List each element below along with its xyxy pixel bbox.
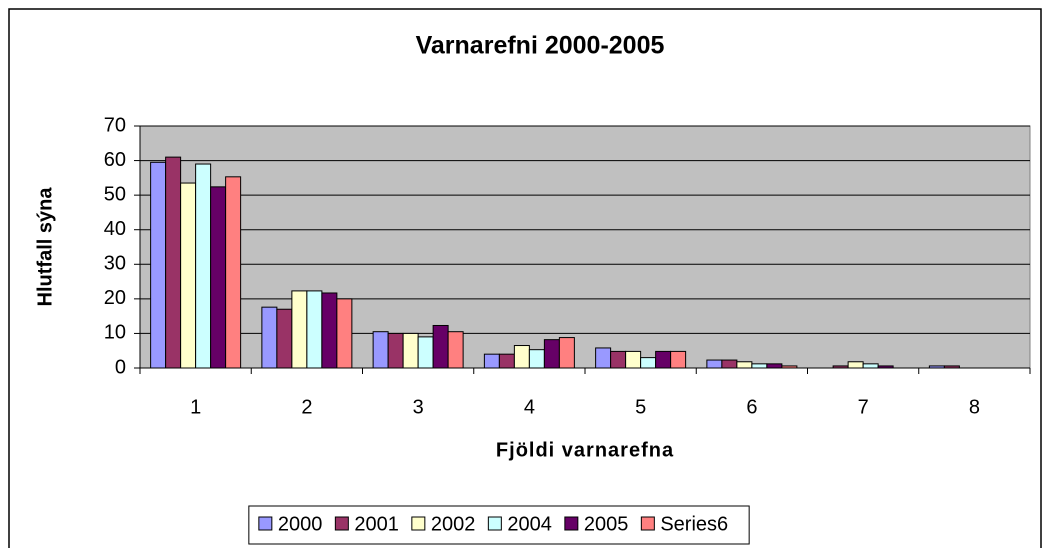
bar xyxy=(432,324,449,369)
bar xyxy=(928,365,945,369)
bar xyxy=(706,359,723,369)
bar xyxy=(847,361,864,369)
legend-label: 2002 xyxy=(431,513,476,535)
bar xyxy=(513,345,530,369)
x-tick-label: 7 xyxy=(858,396,869,418)
bar xyxy=(943,365,960,369)
bar xyxy=(447,331,464,369)
bar xyxy=(862,363,879,369)
bar xyxy=(276,308,293,369)
bar xyxy=(321,292,338,369)
bar xyxy=(291,290,308,369)
bar xyxy=(832,365,849,369)
bar xyxy=(306,290,323,369)
bar xyxy=(751,363,768,369)
bar xyxy=(402,332,419,369)
bar xyxy=(543,339,560,369)
chart-title: Varnarefni 2000-2005 xyxy=(416,32,665,60)
bar xyxy=(195,163,212,369)
legend-swatch xyxy=(258,516,273,531)
y-tick-label: 30 xyxy=(104,253,126,275)
y-axis-label: Hlutfall sýna xyxy=(34,187,56,307)
y-tick-label: 20 xyxy=(104,287,126,309)
bar xyxy=(498,353,515,369)
x-tick-label: 8 xyxy=(969,396,980,418)
bar xyxy=(655,350,672,369)
bar xyxy=(625,350,642,369)
bar xyxy=(610,350,627,369)
bar xyxy=(180,182,197,369)
bar xyxy=(528,349,545,369)
legend-label: 2001 xyxy=(354,513,399,535)
bar xyxy=(210,186,227,369)
x-tick-label: 2 xyxy=(301,396,312,418)
y-tick-label: 40 xyxy=(104,218,126,240)
bar xyxy=(766,363,783,369)
bar xyxy=(721,359,738,369)
legend-label: 2005 xyxy=(584,513,629,535)
bar xyxy=(225,176,242,369)
bar xyxy=(372,331,389,369)
legend-swatch xyxy=(640,516,655,531)
legend-swatch xyxy=(564,516,579,531)
bar xyxy=(483,353,500,369)
legend-label: 2000 xyxy=(278,513,323,535)
bar xyxy=(165,156,182,369)
legend-label: Series6 xyxy=(660,513,728,535)
y-tick-label: 0 xyxy=(115,356,126,378)
bar xyxy=(417,336,434,369)
bar xyxy=(558,337,575,369)
x-tick-label: 4 xyxy=(524,396,535,418)
bar xyxy=(781,365,798,369)
bar xyxy=(736,361,753,369)
legend-label: 2004 xyxy=(507,513,552,535)
x-axis-label: Fjöldi varnarefna xyxy=(496,439,674,461)
x-tick-label: 6 xyxy=(746,396,757,418)
bar xyxy=(670,350,687,369)
x-tick-label: 5 xyxy=(635,396,646,418)
bar xyxy=(877,365,894,369)
y-tick-label: 50 xyxy=(104,183,126,205)
x-tick-label: 1 xyxy=(190,396,201,418)
bar xyxy=(261,306,278,369)
bar xyxy=(387,332,404,369)
legend-swatch xyxy=(411,516,426,531)
legend-swatch xyxy=(487,516,502,531)
y-tick-label: 60 xyxy=(104,149,126,171)
legend-swatch xyxy=(334,516,349,531)
x-tick-label: 3 xyxy=(413,396,424,418)
bar xyxy=(595,347,612,369)
bar xyxy=(336,298,353,369)
bar xyxy=(640,357,657,369)
bar xyxy=(150,161,167,369)
y-tick-label: 70 xyxy=(104,114,126,136)
y-tick-label: 10 xyxy=(104,322,126,344)
